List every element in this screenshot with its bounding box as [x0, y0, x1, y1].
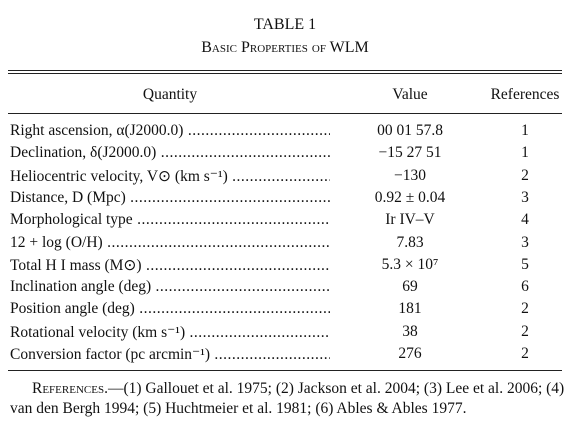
- note-label: References.: [32, 380, 108, 397]
- quantity-cell: Distance, D (Mpc): [10, 189, 330, 207]
- table-title: TABLE 1: [253, 16, 317, 33]
- value-cell: −130: [394, 166, 426, 184]
- reference-cell: 1: [521, 144, 529, 162]
- reference-cell: 6: [521, 278, 529, 296]
- quantity-cell: 12 + log (O/H): [10, 234, 330, 252]
- quantity-cell: Position angle (deg): [10, 300, 330, 318]
- reference-cell: 2: [521, 300, 529, 318]
- reference-cell: 2: [521, 322, 529, 340]
- column-header: References: [490, 86, 560, 103]
- value-cell: 69: [402, 278, 418, 296]
- quantity-cell: Heliocentric velocity, V⊙ (km s⁻¹): [10, 167, 330, 186]
- value-cell: 38: [402, 322, 418, 340]
- reference-cell: 1: [521, 122, 529, 139]
- rule: [8, 370, 562, 371]
- value-cell: Ir IV–V: [385, 211, 435, 229]
- reference-cell: 3: [521, 188, 529, 206]
- value-cell: −15 27 51: [378, 144, 442, 162]
- reference-cell: 5: [521, 255, 529, 273]
- table-subtitle: Basic Properties of WLM: [201, 39, 369, 56]
- value-cell: 181: [398, 300, 422, 318]
- rule: [8, 70, 562, 71]
- value-cell: 5.3 × 10⁷: [381, 255, 439, 273]
- quantity-cell: Morphological type: [10, 211, 330, 229]
- rule: [8, 113, 562, 114]
- quantity-cell: Declination, δ(J2000.0): [10, 144, 330, 162]
- column-header: Value: [392, 86, 428, 103]
- quantity-cell: Total H I mass (M⊙): [10, 256, 330, 275]
- value-cell: 0.92 ± 0.04: [374, 188, 446, 206]
- references-note: References.—(1) Gallouet et al. 1975; (2…: [10, 379, 566, 419]
- value-cell: 276: [398, 345, 422, 362]
- reference-cell: 3: [521, 233, 529, 251]
- quantity-cell: Conversion factor (pc arcmin⁻¹): [10, 345, 330, 364]
- note-text: —(1) Gallouet et al. 1975; (2) Jackson e…: [10, 380, 565, 417]
- quantity-cell: Right ascension, α(J2000.0): [10, 122, 330, 140]
- reference-cell: 2: [521, 166, 529, 184]
- rule: [8, 73, 562, 74]
- quantity-cell: Inclination angle (deg): [10, 278, 330, 296]
- value-cell: 7.83: [396, 233, 424, 251]
- quantity-cell: Rotational velocity (km s⁻¹): [10, 323, 330, 342]
- reference-cell: 2: [521, 345, 529, 362]
- reference-cell: 4: [521, 211, 529, 229]
- column-header: Quantity: [142, 86, 198, 103]
- value-cell: 00 01 57.8: [377, 122, 443, 139]
